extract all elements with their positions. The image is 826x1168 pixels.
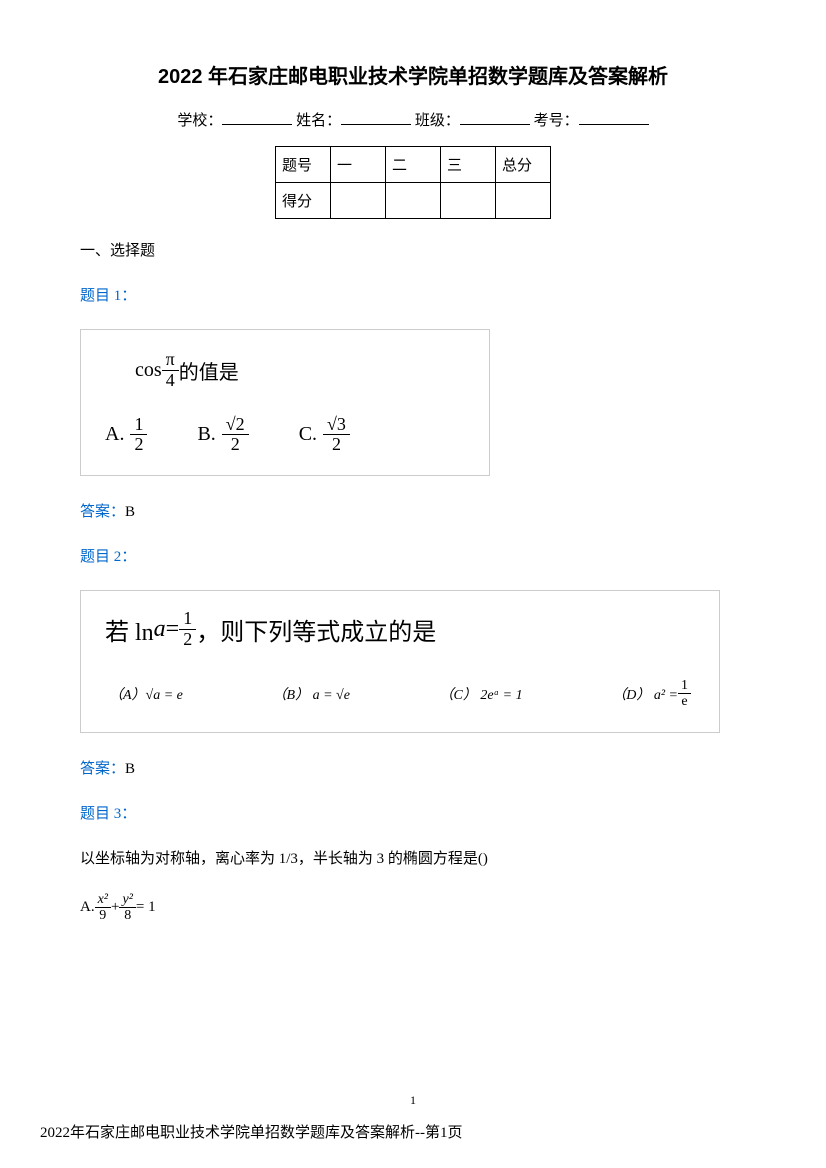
var: a xyxy=(154,616,166,643)
denominator: 9 xyxy=(96,908,109,923)
eq: = 1 xyxy=(136,899,156,916)
fraction: 1 2 xyxy=(130,415,147,456)
option-b: （B） a = √e xyxy=(273,678,350,710)
denominator: 2 xyxy=(179,630,196,650)
q2-prompt: 若 ln a = 1 2 ，则下列等式成立的是 xyxy=(105,609,695,650)
denominator: e xyxy=(678,694,690,709)
opt-text: （A）√a = e xyxy=(109,684,183,704)
text: ，则下列等式成立的是 xyxy=(196,612,436,647)
question-1-label: 题目 1： xyxy=(80,284,746,305)
question-2-label: 题目 2： xyxy=(80,545,746,566)
plus: + xyxy=(111,899,119,916)
blank xyxy=(222,111,292,125)
fraction: √3 2 xyxy=(323,415,350,456)
denominator: 2 xyxy=(328,435,345,455)
table-row: 得分 xyxy=(276,183,551,219)
fraction: 1 e xyxy=(678,678,691,710)
text: = xyxy=(166,616,180,643)
cell: 二 xyxy=(386,147,441,183)
blank xyxy=(579,111,649,125)
text: 若 ln xyxy=(105,612,154,647)
numerator: √2 xyxy=(222,415,249,436)
blank xyxy=(460,111,530,125)
footer: 2022年石家庄邮电职业技术学院单招数学题库及答案解析--第1页 xyxy=(40,1121,463,1142)
answer-1: 答案：B xyxy=(80,500,746,521)
cell: 得分 xyxy=(276,183,331,219)
option-b: B. √2 2 xyxy=(197,415,248,456)
question-2-box: 若 ln a = 1 2 ，则下列等式成立的是 （A）√a = e （B） a … xyxy=(80,590,720,732)
page-number: 1 xyxy=(410,1093,416,1108)
class-label: 班级： xyxy=(415,113,460,129)
score-table: 题号 一 二 三 总分 得分 xyxy=(275,146,551,219)
option-c: C. √3 2 xyxy=(299,415,350,456)
option-a: A. x² 9 + y² 8 = 1 xyxy=(80,892,746,924)
page-title: 2022 年石家庄邮电职业技术学院单招数学题库及答案解析 xyxy=(80,60,746,89)
opt-label: A. xyxy=(80,899,95,916)
cell: 三 xyxy=(441,147,496,183)
name-label: 姓名： xyxy=(296,113,341,129)
fraction: x² 9 xyxy=(95,892,111,924)
school-label: 学校： xyxy=(177,113,222,129)
numerator: √3 xyxy=(323,415,350,436)
cell xyxy=(441,183,496,219)
opt-label: B. xyxy=(197,423,215,446)
id-label: 考号： xyxy=(534,113,579,129)
opt-text: （B） a = √e xyxy=(273,684,350,704)
answer-prefix: 答案： xyxy=(80,504,125,520)
q2-options: （A）√a = e （B） a = √e （C） 2eᵃ = 1 （D） a² … xyxy=(105,678,695,710)
fraction: 1 2 xyxy=(179,609,196,650)
cell xyxy=(496,183,551,219)
question-3-label: 题目 3： xyxy=(80,802,746,823)
answer-prefix: 答案： xyxy=(80,761,125,777)
answer-2: 答案：B xyxy=(80,757,746,778)
numerator: 1 xyxy=(179,609,196,630)
cell: 一 xyxy=(331,147,386,183)
numerator: y² xyxy=(119,892,135,908)
section-heading: 一、选择题 xyxy=(80,239,746,260)
question-3-text: 以坐标轴为对称轴，离心率为 1/3，半长轴为 3 的椭圆方程是() xyxy=(80,847,746,868)
denominator: 4 xyxy=(162,371,179,391)
info-line: 学校： 姓名： 班级： 考号： xyxy=(80,109,746,130)
cell xyxy=(331,183,386,219)
answer-value: B xyxy=(125,504,135,520)
option-a: A. 1 2 xyxy=(105,415,147,456)
option-c: （C） 2eᵃ = 1 xyxy=(440,678,523,710)
fraction: y² 8 xyxy=(119,892,135,924)
question-1-box: cos π 4 的值是 A. 1 2 B. √2 2 C. √3 2 xyxy=(80,329,490,476)
numerator: π xyxy=(162,350,179,371)
table-row: 题号 一 二 三 总分 xyxy=(276,147,551,183)
opt-text: （C） 2eᵃ = 1 xyxy=(440,684,523,704)
text: 的值是 xyxy=(179,356,239,385)
option-d: （D） a² = 1 e xyxy=(612,678,691,710)
option-a: （A）√a = e xyxy=(109,678,183,710)
cell xyxy=(386,183,441,219)
fraction: √2 2 xyxy=(222,415,249,456)
q1-options: A. 1 2 B. √2 2 C. √3 2 xyxy=(105,415,465,456)
numerator: 1 xyxy=(130,415,147,436)
text: cos xyxy=(135,359,162,382)
cell: 题号 xyxy=(276,147,331,183)
denominator: 2 xyxy=(227,435,244,455)
cell: 总分 xyxy=(496,147,551,183)
denominator: 8 xyxy=(121,908,134,923)
denominator: 2 xyxy=(130,435,147,455)
opt-label: A. xyxy=(105,423,124,446)
numerator: x² xyxy=(95,892,111,908)
blank xyxy=(341,111,411,125)
opt-label: C. xyxy=(299,423,317,446)
numerator: 1 xyxy=(678,678,691,694)
fraction: π 4 xyxy=(162,350,179,391)
answer-value: B xyxy=(125,761,135,777)
opt-text: （D） a² = xyxy=(612,684,678,704)
q1-prompt: cos π 4 的值是 xyxy=(105,350,465,391)
